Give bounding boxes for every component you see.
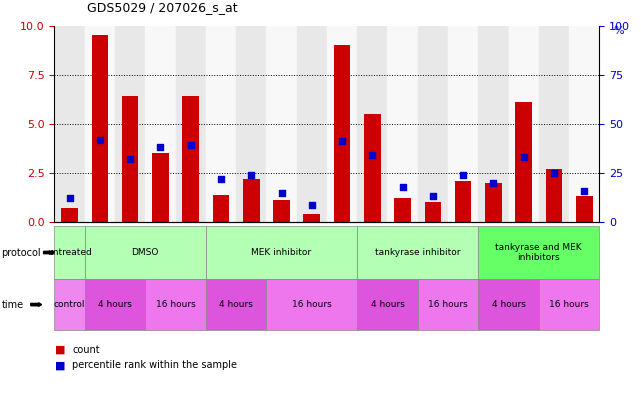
Point — [155, 144, 165, 151]
Bar — [424, 202, 441, 222]
Bar — [146, 26, 176, 222]
Point — [216, 176, 226, 182]
Bar — [297, 26, 327, 222]
Text: ■: ■ — [54, 360, 65, 371]
Bar — [236, 26, 267, 222]
Text: 4 hours: 4 hours — [370, 300, 404, 309]
Text: MEK inhibitor: MEK inhibitor — [251, 248, 312, 257]
Point — [186, 142, 196, 149]
Point — [519, 154, 529, 160]
Bar — [122, 96, 138, 222]
Bar — [213, 195, 229, 222]
Point — [337, 138, 347, 145]
Bar — [62, 208, 78, 222]
Bar — [54, 26, 85, 222]
Bar — [448, 26, 478, 222]
Point — [428, 193, 438, 200]
Bar — [364, 114, 381, 222]
Text: 16 hours: 16 hours — [156, 300, 196, 309]
Point — [65, 195, 75, 202]
Text: 16 hours: 16 hours — [292, 300, 331, 309]
Point — [367, 152, 378, 158]
Point — [306, 202, 317, 208]
Bar — [387, 26, 418, 222]
Bar — [508, 26, 539, 222]
Point — [458, 172, 469, 178]
Bar — [85, 26, 115, 222]
Text: 16 hours: 16 hours — [428, 300, 468, 309]
Bar — [152, 153, 169, 222]
Text: time: time — [1, 299, 24, 310]
Bar — [206, 26, 236, 222]
Text: ■: ■ — [54, 345, 65, 355]
Point — [579, 187, 589, 194]
Text: tankyrase inhibitor: tankyrase inhibitor — [375, 248, 460, 257]
Bar — [357, 26, 387, 222]
Text: 4 hours: 4 hours — [98, 300, 132, 309]
Bar — [243, 179, 260, 222]
Bar — [576, 196, 592, 222]
Bar — [545, 169, 562, 222]
Bar — [115, 26, 146, 222]
Bar — [303, 214, 320, 222]
Point — [246, 172, 256, 178]
Bar — [455, 181, 471, 222]
Bar — [327, 26, 357, 222]
Text: percentile rank within the sample: percentile rank within the sample — [72, 360, 237, 371]
Point — [397, 184, 408, 190]
Bar — [92, 35, 108, 222]
Bar — [478, 26, 508, 222]
Point — [488, 180, 499, 186]
Bar — [334, 45, 351, 222]
Text: control: control — [54, 300, 85, 309]
Bar — [539, 26, 569, 222]
Text: GDS5029 / 207026_s_at: GDS5029 / 207026_s_at — [87, 1, 237, 14]
Point — [276, 189, 287, 196]
Point — [125, 156, 135, 162]
Point — [549, 170, 559, 176]
Text: %: % — [613, 26, 624, 35]
Bar — [176, 26, 206, 222]
Bar — [569, 26, 599, 222]
Text: count: count — [72, 345, 100, 355]
Bar — [485, 183, 502, 222]
Text: untreated: untreated — [47, 248, 92, 257]
Text: 4 hours: 4 hours — [219, 300, 253, 309]
Text: protocol: protocol — [1, 248, 41, 257]
Text: 4 hours: 4 hours — [492, 300, 526, 309]
Bar — [183, 96, 199, 222]
Bar — [394, 198, 411, 222]
Bar — [273, 200, 290, 222]
Bar — [418, 26, 448, 222]
Bar — [267, 26, 297, 222]
Text: 16 hours: 16 hours — [549, 300, 589, 309]
Text: DMSO: DMSO — [131, 248, 159, 257]
Point — [95, 136, 105, 143]
Bar — [515, 102, 532, 222]
Text: tankyrase and MEK
inhibitors: tankyrase and MEK inhibitors — [495, 243, 582, 262]
